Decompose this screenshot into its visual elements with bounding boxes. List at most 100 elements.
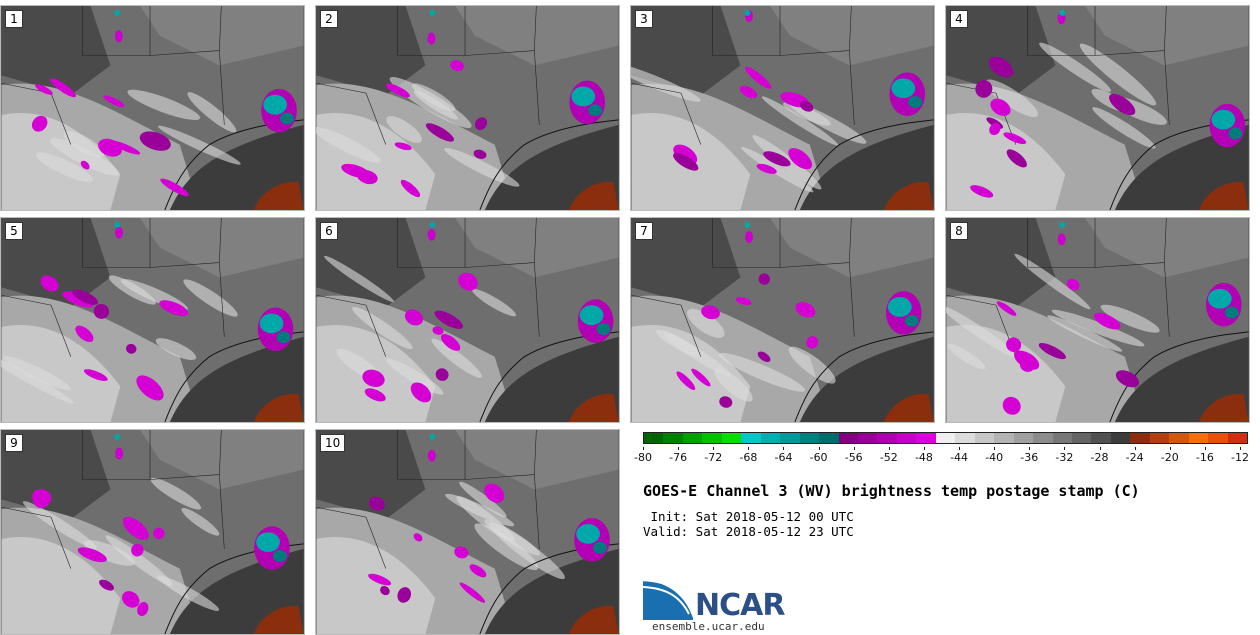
colorbar-segment [1227, 433, 1248, 443]
colorbar-tick-mark [1204, 447, 1206, 450]
colorbar-tick-mark [643, 447, 644, 450]
brightness-temp-map [1, 6, 304, 210]
member-label: 2 [320, 10, 338, 28]
colorbar-tick-label: -76 [669, 451, 688, 464]
colorbar-tick-mark [1099, 447, 1101, 450]
colorbar-tick-mark [994, 447, 996, 450]
brightness-temp-map [631, 6, 934, 210]
colorbar-ticks: -80 -76 -72 -68 -64 -60 -56 -52 -48 -44 -40 -36 -32 -… [634, 447, 1249, 467]
colorbar-tick-label: -28 [1090, 451, 1109, 464]
colorbar-segment [1052, 433, 1072, 443]
member-panel-3: 3 [630, 5, 935, 211]
colorbar-segment [780, 433, 800, 443]
colorbar-segment [644, 433, 664, 443]
colorbar-tick-label: -60 [809, 451, 828, 464]
member-panel-5: 5 [0, 217, 305, 423]
colorbar-segment [1013, 433, 1034, 443]
colorbar-segment [916, 433, 936, 443]
member-label: 3 [635, 10, 653, 28]
colorbar-segment [838, 433, 858, 443]
colorbar-tick-label: -48 [914, 451, 933, 464]
colorbar-tick-mark [713, 447, 715, 450]
colorbar-tick-mark [959, 447, 961, 450]
brightness-temp-map [316, 430, 619, 634]
member-panel-2: 2 [315, 5, 620, 211]
colorbar-segment [1033, 433, 1053, 443]
colorbar-tick-label: -64 [774, 451, 793, 464]
colorbar-tick-label: -36 [1020, 451, 1039, 464]
colorbar-segment [663, 433, 683, 443]
brightness-temp-map [1, 430, 304, 634]
colorbar-segment [1208, 433, 1228, 443]
member-label: 7 [635, 222, 653, 240]
colorbar-tick-mark [1169, 447, 1171, 450]
colorbar-tick-label: -12 [1231, 451, 1249, 464]
colorbar-tick-mark [783, 447, 785, 450]
colorbar-segment [1091, 433, 1111, 443]
colorbar-segment [682, 433, 703, 443]
colorbar-segment [857, 433, 878, 443]
colorbar-tick-mark [1064, 447, 1066, 450]
member-panel-1: 1 [0, 5, 305, 211]
member-panel-9: 9 [0, 429, 305, 635]
colorbar-tick-mark [678, 447, 680, 450]
colorbar-segment [721, 433, 742, 443]
colorbar-segment [1169, 433, 1189, 443]
colorbar-segment [994, 433, 1014, 443]
colorbar [643, 432, 1248, 444]
colorbar-segment [955, 433, 975, 443]
member-label: 4 [950, 10, 968, 28]
colorbar-tick-mark [1029, 447, 1031, 450]
member-label: 8 [950, 222, 968, 240]
colorbar-segment [1130, 433, 1150, 443]
brightness-temp-map [316, 218, 619, 422]
colorbar-tick-mark [1134, 447, 1136, 450]
colorbar-tick-label: -20 [1160, 451, 1179, 464]
colorbar-tick-mark [888, 447, 890, 450]
member-label: 10 [320, 434, 346, 452]
colorbar-tick-mark [818, 447, 820, 450]
colorbar-tick-label: -40 [985, 451, 1004, 464]
member-label: 6 [320, 222, 338, 240]
colorbar-tick-mark [853, 447, 855, 450]
brightness-temp-map [631, 218, 934, 422]
colorbar-segment [702, 433, 722, 443]
colorbar-segment [877, 433, 897, 443]
colorbar-tick-label: -56 [844, 451, 863, 464]
member-panel-4: 4 [945, 5, 1250, 211]
colorbar-segment [760, 433, 781, 443]
member-label: 1 [5, 10, 23, 28]
colorbar-segment [799, 433, 820, 443]
colorbar-segment [1071, 433, 1092, 443]
colorbar-tick-label: -44 [950, 451, 969, 464]
brightness-temp-map [1, 218, 304, 422]
member-panel-6: 6 [315, 217, 620, 423]
colorbar-segment [819, 433, 839, 443]
colorbar-tick-label: -68 [739, 451, 758, 464]
brightness-temp-map [316, 6, 619, 210]
colorbar-segment [935, 433, 956, 443]
colorbar-segment [741, 433, 761, 443]
colorbar-segment [1110, 433, 1131, 443]
member-panel-7: 7 [630, 217, 935, 423]
ncar-logo-icon [643, 578, 695, 620]
plot-title: GOES-E Channel 3 (WV) brightness temp po… [643, 482, 1140, 500]
colorbar-tick-label: -52 [879, 451, 898, 464]
colorbar-tick-label: -80 [634, 451, 652, 464]
colorbar-tick-label: -24 [1125, 451, 1144, 464]
member-label: 5 [5, 222, 23, 240]
brightness-temp-map [946, 218, 1249, 422]
colorbar-segment [974, 433, 995, 443]
colorbar-segment [1188, 433, 1209, 443]
member-panel-8: 8 [945, 217, 1250, 423]
init-time: Init: Sat 2018-05-12 00 UTC [643, 509, 854, 524]
site-url: ensemble.ucar.edu [652, 620, 765, 633]
colorbar-tick-mark [923, 447, 925, 450]
colorbar-tick-label: -16 [1195, 451, 1214, 464]
member-panel-10: 10 [315, 429, 620, 635]
colorbar-segment [1149, 433, 1170, 443]
colorbar-tick-mark [748, 447, 750, 450]
valid-time: Valid: Sat 2018-05-12 23 UTC [643, 524, 854, 539]
colorbar-tick-mark [1240, 447, 1241, 450]
logo-text: NCAR [695, 588, 785, 623]
